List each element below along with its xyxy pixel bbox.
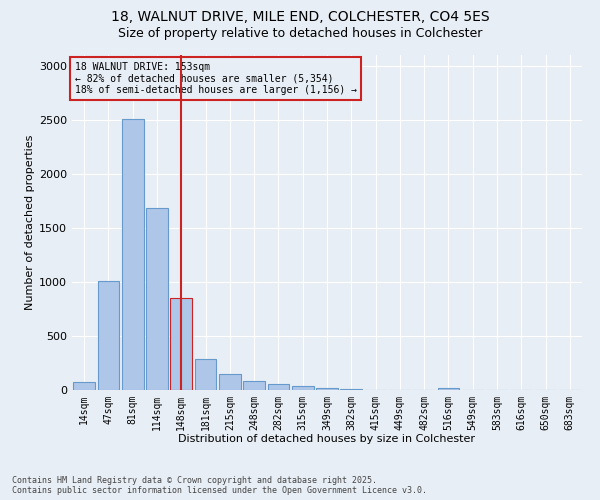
Bar [170,298,192,390]
Bar [122,119,143,390]
Bar [194,358,217,390]
Bar [243,382,265,390]
Text: 18 WALNUT DRIVE: 153sqm
← 82% of detached houses are smaller (5,354)
18% of semi: 18 WALNUT DRIVE: 153sqm ← 82% of detache… [74,62,356,95]
Bar [268,384,289,390]
X-axis label: Distribution of detached houses by size in Colchester: Distribution of detached houses by size … [179,434,476,444]
Bar [146,208,168,390]
Text: Contains HM Land Registry data © Crown copyright and database right 2025.
Contai: Contains HM Land Registry data © Crown c… [12,476,427,495]
Bar [219,374,241,390]
Bar [316,388,338,390]
Bar [437,388,460,390]
Bar [73,382,95,390]
Y-axis label: Number of detached properties: Number of detached properties [25,135,35,310]
Text: 18, WALNUT DRIVE, MILE END, COLCHESTER, CO4 5ES: 18, WALNUT DRIVE, MILE END, COLCHESTER, … [110,10,490,24]
Text: Size of property relative to detached houses in Colchester: Size of property relative to detached ho… [118,28,482,40]
Bar [97,281,119,390]
Bar [292,386,314,390]
